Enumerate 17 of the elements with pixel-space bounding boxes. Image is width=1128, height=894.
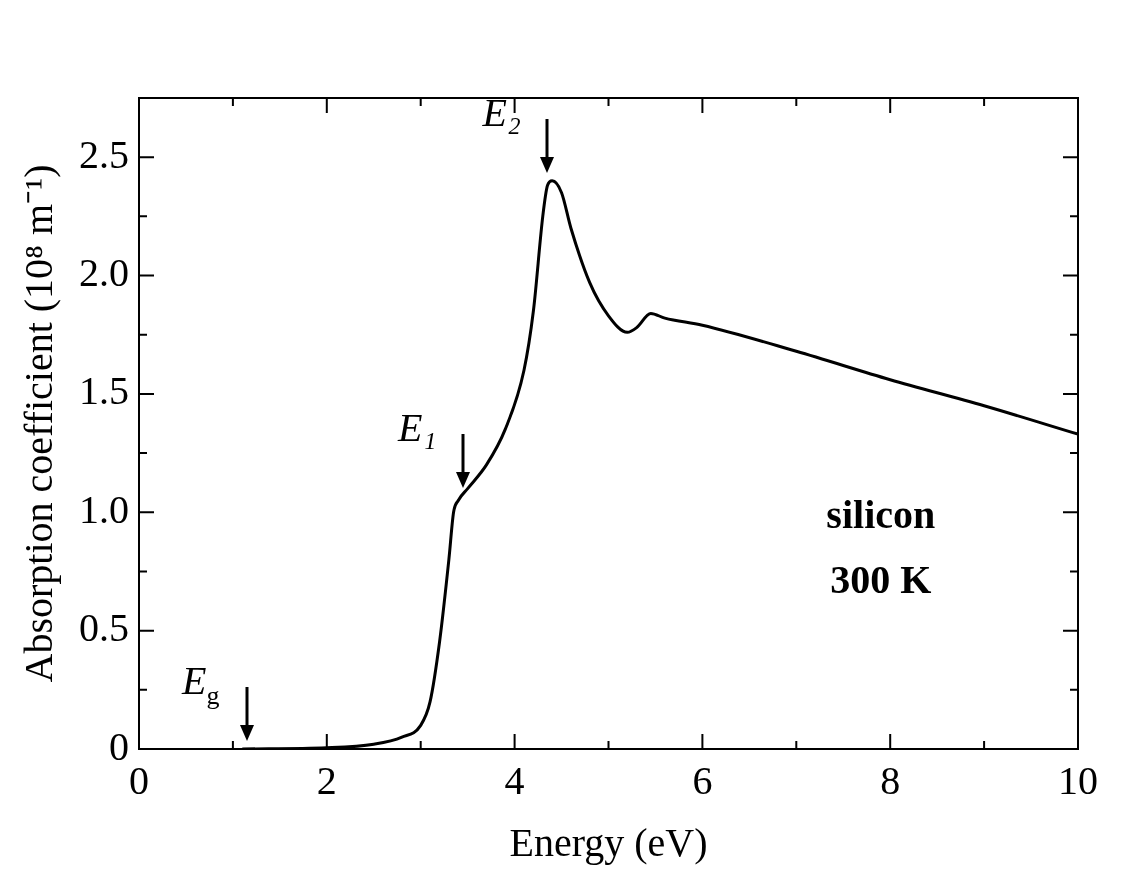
- x-tick-label: 10: [1058, 757, 1098, 803]
- x-tick-label: 8: [880, 757, 901, 803]
- y-tick-label: 1.0: [79, 486, 129, 532]
- y-tick-label: 0: [109, 723, 129, 769]
- y-tick-label: 2.5: [79, 131, 129, 177]
- y-tick-label: 0.5: [79, 605, 129, 651]
- x-axis-title: Energy (eV): [509, 819, 708, 865]
- y-tick-label: 2.0: [79, 250, 129, 296]
- x-tick-label: 4: [504, 757, 525, 803]
- annotation: E₁: [396, 404, 437, 450]
- annotation: E₂: [481, 89, 521, 135]
- annotation: 300 K: [830, 556, 932, 602]
- x-tick-label: 6: [692, 757, 713, 803]
- y-tick-label: 1.5: [79, 368, 129, 414]
- x-tick-label: 2: [316, 757, 337, 803]
- annotation: silicon: [826, 491, 936, 537]
- y-axis-title: Absorption coefficient (10⁸ m⁻¹): [15, 164, 61, 683]
